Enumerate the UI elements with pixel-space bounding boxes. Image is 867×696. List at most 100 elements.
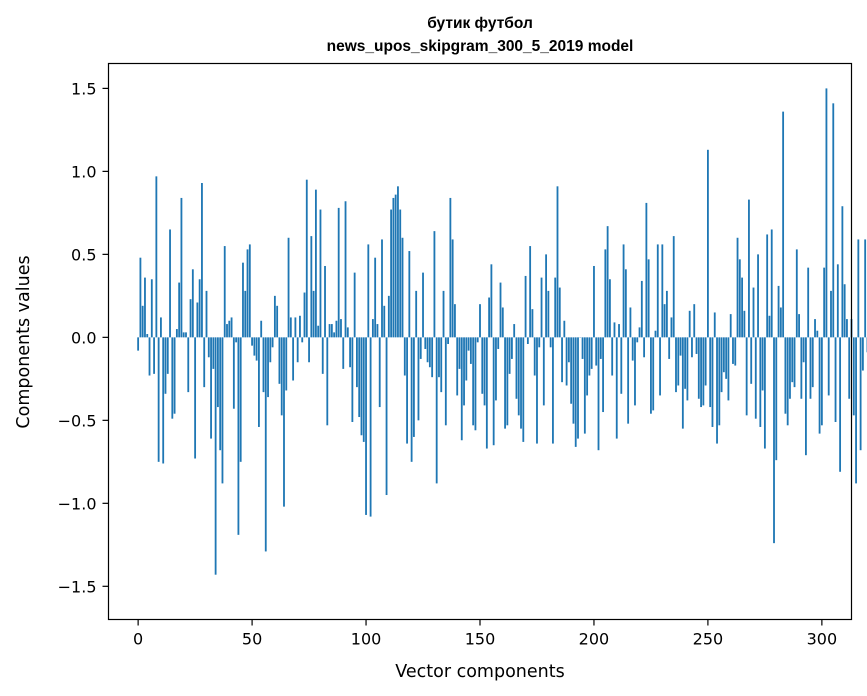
bar	[157, 337, 160, 462]
bar	[663, 304, 666, 338]
bar	[203, 337, 206, 388]
bar	[734, 337, 737, 366]
bar	[465, 337, 468, 381]
bar	[547, 290, 550, 338]
bar	[150, 279, 153, 338]
bar	[267, 337, 269, 398]
bar	[766, 234, 769, 338]
bar	[271, 337, 274, 348]
bar	[864, 239, 867, 338]
bar	[827, 337, 830, 396]
bar	[775, 337, 778, 461]
bar	[652, 337, 655, 411]
bar	[269, 337, 272, 363]
bar	[294, 317, 297, 338]
bar	[490, 264, 493, 338]
bar	[665, 290, 668, 338]
bar	[356, 337, 358, 388]
bar	[378, 337, 381, 408]
bar	[565, 337, 568, 386]
bar	[342, 337, 345, 369]
bar	[472, 337, 475, 426]
bar	[504, 337, 506, 429]
bar	[488, 297, 491, 338]
bar	[178, 282, 181, 338]
bar	[759, 337, 762, 427]
bar	[577, 337, 579, 439]
bar	[376, 324, 379, 338]
bar	[558, 287, 561, 338]
bar	[852, 337, 855, 416]
bar	[289, 317, 292, 338]
bar	[857, 239, 860, 338]
bar	[597, 337, 600, 451]
bar	[248, 244, 251, 338]
bar	[148, 337, 151, 376]
y-tick-label: −1.5	[58, 577, 97, 596]
bar	[212, 337, 215, 369]
bar	[321, 337, 324, 374]
bar	[301, 337, 304, 343]
bar	[469, 337, 472, 364]
bar	[583, 337, 586, 434]
bar	[800, 337, 803, 399]
bar	[691, 337, 693, 358]
bar	[736, 237, 739, 338]
bar	[447, 337, 449, 344]
bar	[483, 337, 486, 406]
bar	[832, 103, 835, 338]
bar	[383, 305, 386, 338]
bar	[786, 337, 789, 426]
bar	[572, 337, 575, 424]
bar	[428, 337, 431, 368]
bar	[688, 310, 691, 338]
bar	[634, 337, 636, 406]
bar	[536, 337, 538, 444]
bar	[144, 277, 146, 338]
bar	[422, 272, 424, 338]
bar	[531, 309, 534, 338]
bar	[602, 337, 604, 413]
bar	[173, 337, 176, 414]
bar	[385, 337, 388, 496]
bar	[752, 287, 755, 338]
bar	[615, 337, 618, 439]
bar	[627, 337, 630, 424]
bar	[513, 324, 516, 338]
y-tick-label: −1.0	[58, 494, 97, 513]
bar	[586, 337, 589, 396]
bar	[754, 337, 757, 419]
bar	[757, 254, 759, 338]
bar	[677, 337, 680, 386]
bar	[237, 337, 240, 535]
bar	[809, 337, 812, 399]
bar	[533, 337, 536, 376]
bar	[526, 337, 529, 344]
bar	[330, 324, 333, 338]
bar	[805, 337, 807, 456]
bar	[258, 337, 260, 427]
bar	[344, 201, 347, 338]
bar	[312, 290, 315, 338]
bar	[681, 337, 684, 429]
bar	[861, 337, 864, 371]
bar	[538, 337, 541, 348]
bar	[768, 315, 771, 338]
bar	[403, 337, 406, 376]
bar	[476, 337, 479, 343]
bar	[244, 290, 247, 338]
bar	[371, 319, 374, 338]
bar	[741, 277, 744, 338]
bar	[686, 337, 689, 401]
bar	[511, 337, 513, 359]
bar	[381, 239, 383, 338]
bar	[841, 206, 844, 338]
bar	[848, 337, 851, 399]
bar	[738, 259, 741, 338]
bar	[811, 337, 814, 388]
bar	[561, 337, 563, 383]
bar	[207, 337, 210, 358]
bar	[554, 277, 557, 338]
bar	[340, 319, 342, 338]
bar	[296, 337, 299, 363]
